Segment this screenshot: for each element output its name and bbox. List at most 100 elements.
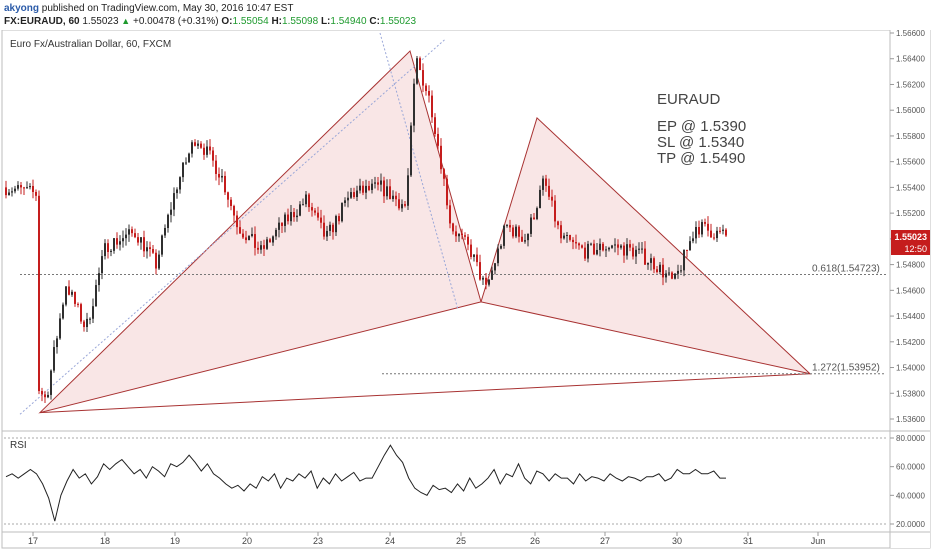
- candle-body: [362, 185, 364, 193]
- candle-body: [602, 243, 604, 251]
- candle-body: [599, 243, 601, 250]
- pattern-xab-leg[interactable]: [38, 50, 482, 414]
- price-tick-label: 1.54600: [896, 286, 925, 295]
- candle-body: [158, 254, 160, 269]
- candle-body: [407, 175, 409, 206]
- price-tick-label: 1.54000: [896, 364, 925, 373]
- candle-body: [191, 142, 193, 154]
- ohlc-line: FX:EURAUD, 60 1.55023 ▲ +0.00478 (+0.31%…: [4, 16, 416, 27]
- candle-body: [413, 83, 415, 126]
- candle-body: [368, 185, 370, 190]
- candle-body: [11, 191, 13, 193]
- candle-body: [383, 180, 385, 197]
- candle-body: [461, 233, 463, 236]
- candle-body: [458, 233, 460, 237]
- candle-body: [521, 236, 523, 242]
- candle-body: [344, 200, 346, 204]
- candle-body: [638, 248, 640, 250]
- candle-body: [293, 212, 295, 218]
- candle-body: [155, 252, 157, 269]
- candle-body: [86, 318, 88, 328]
- price-tick-label: 1.53800: [896, 389, 925, 398]
- candle-body: [119, 241, 121, 245]
- candle-body: [485, 277, 487, 285]
- time-tick-label: 26: [530, 536, 540, 546]
- candle-body: [575, 242, 577, 244]
- symbol-label: FX:EURAUD, 60: [4, 16, 80, 27]
- price-badge-text: 1.55023: [894, 232, 927, 242]
- candle-body: [674, 273, 676, 279]
- candle-body: [110, 250, 112, 253]
- candle-body: [530, 217, 532, 234]
- price-badge-bg: [891, 230, 930, 243]
- annotation-line-ep[interactable]: EP @ 1.5390: [657, 118, 746, 135]
- candle-body: [590, 243, 592, 245]
- candle-body: [509, 225, 511, 228]
- annotation-line-sl[interactable]: SL @ 1.5340: [657, 134, 744, 151]
- candle-body: [356, 190, 358, 198]
- fib-level-label: 1.272(1.53952): [812, 363, 880, 374]
- candle-body: [722, 229, 724, 231]
- candle-body: [578, 243, 580, 246]
- candle-body: [617, 244, 619, 248]
- candle-body: [128, 229, 130, 235]
- candle-body: [431, 95, 433, 118]
- candle-body: [125, 234, 127, 239]
- candle-body: [179, 177, 181, 190]
- candle-body: [62, 304, 64, 319]
- candle-body: [188, 153, 190, 163]
- price-tick-label: 1.55200: [896, 209, 925, 218]
- candle-body: [269, 239, 271, 243]
- candle-body: [308, 194, 310, 208]
- candle-body: [677, 270, 679, 274]
- candle-body: [176, 189, 178, 194]
- candle-body: [704, 222, 706, 224]
- candle-body: [164, 227, 166, 236]
- chart-title: Euro Fx/Australian Dollar, 60, FXCM: [10, 39, 171, 50]
- time-tick-label: 27: [600, 536, 610, 546]
- candle-body: [392, 195, 394, 200]
- candle-body: [212, 150, 214, 161]
- candle-body: [257, 247, 259, 250]
- candle-body: [203, 147, 205, 155]
- candle-body: [227, 192, 229, 200]
- rsi-tick-label: 20.0000: [896, 520, 925, 529]
- candle-body: [491, 270, 493, 280]
- time-tick-label: 18: [100, 536, 110, 546]
- candle-body: [596, 249, 598, 255]
- candle-body: [527, 233, 529, 241]
- rsi-series: [5, 444, 726, 522]
- time-badge-bg: [891, 243, 930, 255]
- candle-body: [101, 256, 103, 274]
- candle-body: [287, 214, 289, 222]
- candle-body: [290, 212, 292, 222]
- candle-body: [77, 303, 79, 305]
- candle-body: [197, 143, 199, 146]
- close-value: 1.55023: [379, 16, 417, 27]
- annotation-line-tp[interactable]: TP @ 1.5490: [657, 150, 745, 167]
- rsi-tick-label: 40.0000: [896, 491, 925, 500]
- author-link[interactable]: akyong: [4, 3, 40, 14]
- pattern-xd-line[interactable]: [39, 373, 811, 414]
- candle-body: [557, 221, 559, 226]
- candle-body: [314, 210, 316, 213]
- time-tick-label: 23: [313, 536, 323, 546]
- chart-canvas[interactable]: Euro Fx/Australian Dollar, 60, FXCM RSI …: [0, 30, 932, 550]
- candle-body: [665, 273, 667, 278]
- candle-body: [545, 178, 547, 186]
- candle-body: [38, 195, 40, 392]
- candle-body: [239, 227, 241, 234]
- candle-body: [116, 238, 118, 245]
- fib-level-label: 0.618(1.54723): [812, 264, 880, 275]
- candle-body: [98, 273, 100, 286]
- candle-body: [452, 223, 454, 232]
- candle-body: [725, 229, 727, 236]
- candle-body: [167, 214, 169, 228]
- candle-body: [488, 279, 490, 285]
- annotation-line-1[interactable]: EURAUD: [657, 91, 721, 108]
- time-tick-label: 31: [743, 536, 753, 546]
- candle-body: [335, 216, 337, 233]
- time-tick-label: 25: [456, 536, 466, 546]
- last-price: 1.55023: [82, 16, 119, 27]
- price-tick-label: 1.54200: [896, 338, 925, 347]
